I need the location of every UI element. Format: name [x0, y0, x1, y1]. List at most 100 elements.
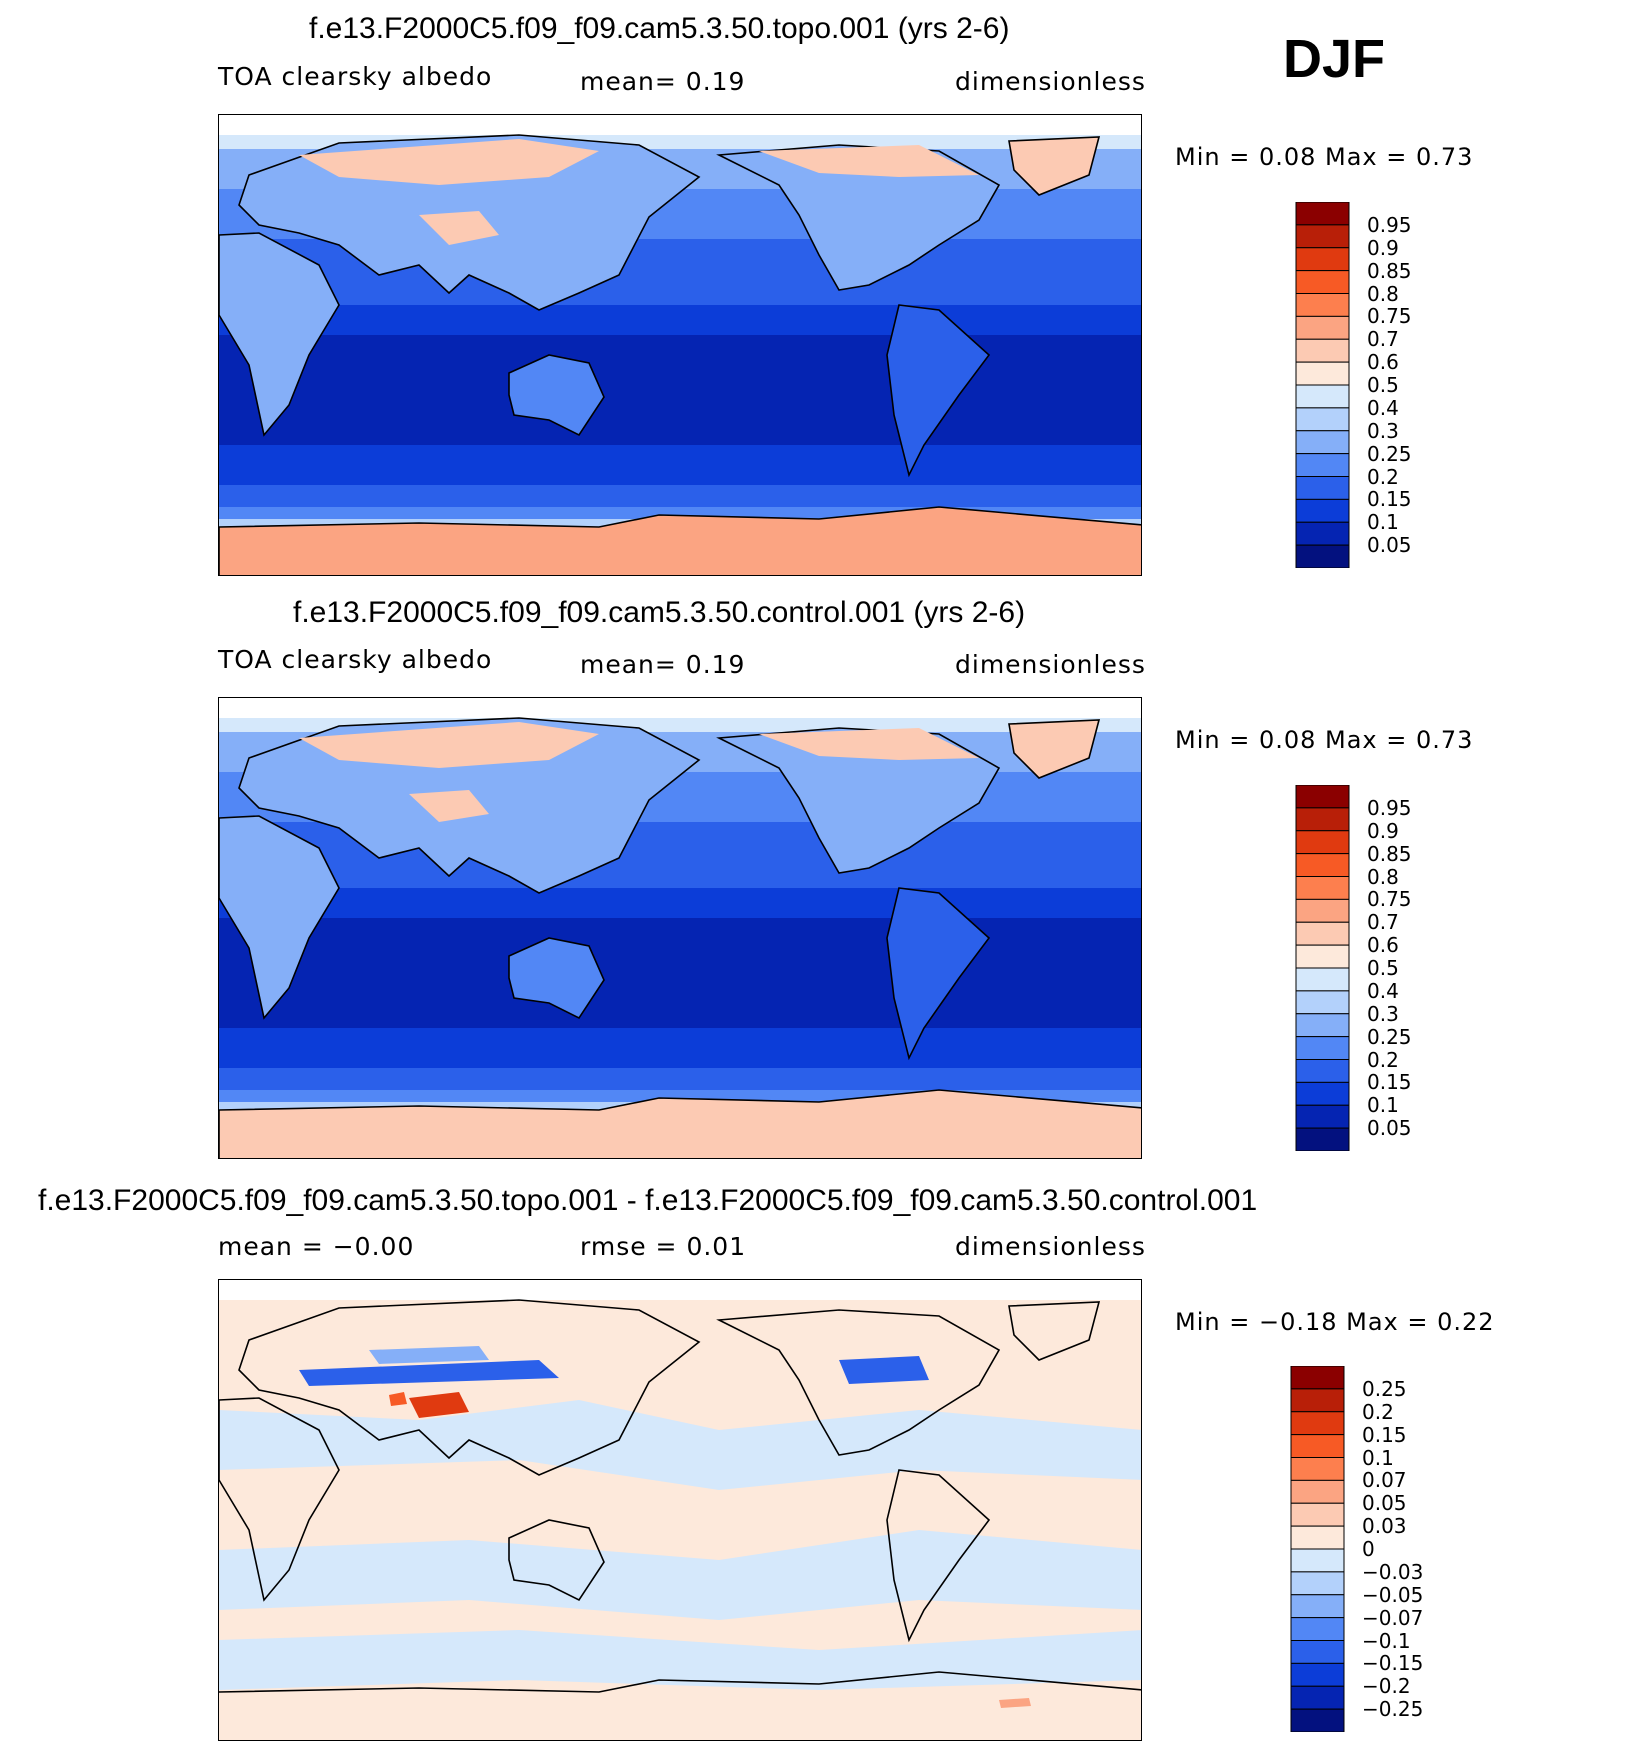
colorbar-swatches — [1295, 785, 1350, 1151]
colorbar-level-label: 0.25 — [1367, 1024, 1412, 1049]
map-field — [219, 698, 1141, 1158]
colorbar-level-label: −0.2 — [1362, 1674, 1411, 1699]
min-max-label: Min = 0.08 Max = 0.73 — [1175, 143, 1474, 171]
colorbar-swatch — [1295, 990, 1350, 1015]
units-label: dimensionless — [955, 67, 1146, 96]
colorbar-swatch — [1295, 944, 1350, 969]
colorbar-level-label: −0.1 — [1362, 1628, 1411, 1653]
season-label: DJF — [1283, 29, 1386, 89]
colorbar-swatch — [1290, 1457, 1345, 1481]
colorbar-swatch — [1295, 430, 1350, 455]
colorbar-level-label: 0.85 — [1367, 258, 1412, 283]
colorbar-level-label: 0.05 — [1362, 1491, 1407, 1516]
colorbar-level-label: 0.9 — [1367, 235, 1399, 260]
colorbar-level-label: 0.8 — [1367, 281, 1399, 306]
colorbar-swatch — [1295, 224, 1350, 249]
colorbar-level-label: 0.5 — [1367, 373, 1399, 397]
colorbar-swatch — [1295, 1081, 1350, 1106]
colorbar-level-label: 0.1 — [1362, 1445, 1394, 1470]
colorbar-swatch — [1295, 1104, 1350, 1129]
colorbar-swatch — [1290, 1525, 1345, 1550]
colorbar-level-label: 0.95 — [1367, 795, 1412, 820]
colorbar-level-label: 0.95 — [1367, 212, 1412, 237]
colorbar-swatches — [1295, 202, 1350, 568]
min-max-label: Min = 0.08 Max = 0.73 — [1175, 726, 1474, 754]
units-label: dimensionless — [955, 1232, 1146, 1261]
colorbar-level-label: 0.2 — [1362, 1399, 1394, 1424]
colorbar-level-label: 0.07 — [1362, 1468, 1407, 1493]
colorbar-swatch — [1295, 898, 1350, 923]
units-label: dimensionless — [955, 650, 1146, 679]
colorbar-swatch — [1290, 1502, 1345, 1527]
colorbar-swatch — [1290, 1594, 1345, 1619]
mean-label: mean= 0.19 — [580, 67, 746, 96]
colorbar-level-label: 0.25 — [1362, 1376, 1407, 1401]
colorbar-swatch — [1295, 1059, 1350, 1083]
colorbar-level-label: 0.4 — [1367, 978, 1399, 1003]
colorbar-swatch — [1295, 1013, 1350, 1038]
colorbar-level-label: 0.03 — [1362, 1514, 1407, 1539]
map-control — [218, 697, 1142, 1159]
colorbar-swatch — [1295, 498, 1350, 523]
variable-label: TOA clearsky albedo — [218, 62, 493, 91]
colorbar-swatch — [1295, 338, 1350, 363]
colorbar-level-label: 0.1 — [1367, 1093, 1399, 1118]
colorbar-swatch — [1290, 1708, 1345, 1732]
colorbar-swatch — [1295, 876, 1350, 900]
colorbar-swatch — [1290, 1479, 1345, 1504]
colorbar-swatch — [1290, 1434, 1345, 1458]
colorbar-level-label: 0.3 — [1367, 418, 1399, 443]
colorbar-swatch — [1295, 921, 1350, 946]
colorbar-level-label: −0.15 — [1362, 1651, 1424, 1676]
colorbar-level-label: 0.75 — [1367, 304, 1412, 329]
variable-label: TOA clearsky albedo — [218, 645, 493, 674]
colorbar-level-label: −0.07 — [1362, 1605, 1424, 1630]
colorbar-level-label: 0.15 — [1367, 1070, 1412, 1095]
colorbar-swatch — [1295, 384, 1350, 409]
mean-label: mean= 0.19 — [580, 650, 746, 679]
colorbar-swatch — [1295, 1127, 1350, 1151]
colorbar-swatch — [1295, 202, 1350, 226]
colorbar-level-label: 0.6 — [1367, 933, 1399, 958]
colorbar-level-label: 0.6 — [1367, 350, 1399, 375]
colorbar-swatch — [1290, 1662, 1345, 1687]
colorbar-level-label: 0.75 — [1367, 887, 1412, 912]
colorbar-level-label: 0.2 — [1367, 464, 1399, 489]
colorbar-swatch — [1295, 315, 1350, 340]
colorbar-swatch — [1290, 1617, 1345, 1641]
colorbar-level-label: 0.15 — [1362, 1422, 1407, 1447]
colorbar-level-label: 0.1 — [1367, 510, 1399, 535]
colorbar-swatch — [1290, 1411, 1345, 1436]
panel-title: f.e13.F2000C5.f09_f09.cam5.3.50.topo.001… — [38, 1184, 1258, 1217]
rmse-label: rmse = 0.01 — [580, 1232, 747, 1261]
colorbar-level-label: 0.3 — [1367, 1001, 1399, 1026]
colorbar-swatches — [1290, 1366, 1345, 1732]
colorbar-level-label: 0.4 — [1367, 395, 1399, 420]
map-field — [219, 115, 1141, 575]
colorbar-swatch — [1295, 407, 1350, 432]
min-max-label: Min = −0.18 Max = 0.22 — [1175, 1308, 1495, 1336]
colorbar-level-label: −0.03 — [1362, 1559, 1424, 1584]
colorbar-swatch — [1290, 1366, 1345, 1390]
colorbar-swatch — [1295, 270, 1350, 294]
colorbar-level-label: 0.7 — [1367, 327, 1399, 352]
colorbar-level-label: 0.15 — [1367, 487, 1412, 512]
mean-label: mean = −0.00 — [218, 1232, 415, 1261]
colorbar-swatch — [1295, 453, 1350, 477]
colorbar-level-label: 0.25 — [1367, 441, 1412, 466]
map-field — [219, 1280, 1141, 1740]
colorbar-swatch — [1295, 785, 1350, 809]
colorbar-level-label: 0.8 — [1367, 864, 1399, 889]
colorbar-level-label: 0.85 — [1367, 841, 1412, 866]
colorbar-swatch — [1295, 247, 1350, 272]
colorbar-swatch — [1290, 1571, 1345, 1596]
colorbar-level-label: −0.05 — [1362, 1582, 1424, 1607]
colorbar-level-label: 0.9 — [1367, 818, 1399, 843]
colorbar-level-label: 0.05 — [1367, 1116, 1412, 1141]
colorbar-level-label: −0.25 — [1362, 1697, 1424, 1722]
panel-title: f.e13.F2000C5.f09_f09.cam5.3.50.topo.001… — [309, 12, 1010, 45]
colorbar-swatch — [1295, 521, 1350, 546]
map-topo — [218, 114, 1142, 576]
colorbar-swatch — [1290, 1640, 1345, 1664]
colorbar-swatch — [1295, 293, 1350, 317]
